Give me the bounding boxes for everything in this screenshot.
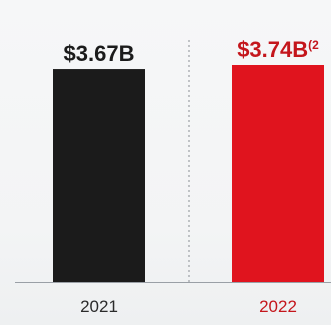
bars-group xyxy=(53,65,324,283)
bar-2021 xyxy=(53,69,145,283)
tick-label-2022: 2022 xyxy=(259,297,297,316)
data-label-2021: $3.67B xyxy=(64,41,135,66)
data-label-2022: $3.74B(2 xyxy=(237,37,319,62)
bar-2022 xyxy=(232,65,324,282)
data-label-footnote: (2 xyxy=(308,38,319,52)
data-labels-group: $3.67B $3.74B(2 xyxy=(64,37,320,66)
tick-label-2021: 2021 xyxy=(80,297,118,316)
x-tick-labels-group: 2021 2022 xyxy=(80,297,297,316)
